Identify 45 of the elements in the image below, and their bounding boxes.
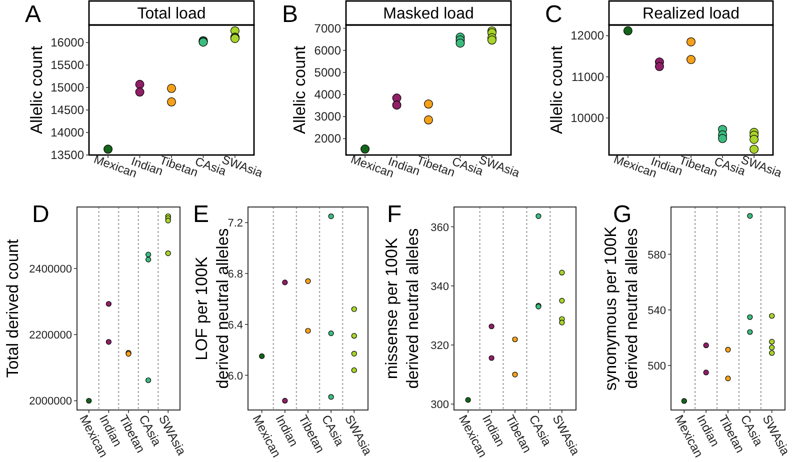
y-tick-label: 580 [648, 249, 666, 262]
chart-title: Masked load [383, 6, 474, 22]
y-tick-label: 15500 [50, 58, 84, 72]
y-tick-label: 7000 [314, 21, 342, 36]
y-tick-label: 12000 [570, 28, 604, 43]
y-tick-label: 6.4 [228, 319, 243, 332]
y-tick-label: 7.2 [228, 218, 243, 230]
y-tick-label: 13500 [50, 148, 84, 162]
y-axis-title: Total derived count [4, 238, 22, 378]
y-tick-label: 15000 [50, 80, 84, 95]
text: C [545, 1, 562, 28]
y-tick-label: 6.0 [228, 370, 243, 382]
y-tick-label: 500 [648, 360, 666, 373]
y-tick-label: 3000 [314, 110, 342, 124]
y-tick-label: 2000000 [29, 396, 72, 408]
y-tick-label: 2000 [314, 132, 342, 146]
y-tick-label: 340 [430, 280, 449, 293]
y-axis-title: synonymous per 100K derived neutral alleles [602, 226, 641, 391]
text: B [282, 1, 298, 28]
y-tick-label: 6000 [314, 43, 342, 58]
y-tick-label: 10000 [570, 110, 604, 125]
y-tick-label: 14000 [50, 126, 84, 140]
y-axis-title: Allelic count [291, 46, 309, 134]
text: E [193, 201, 210, 228]
y-axis-title: Allelic count [28, 46, 46, 134]
y-tick-label: 14500 [50, 103, 84, 118]
y-tick-label: 11000 [572, 70, 604, 84]
y-axis-title: Allelic count [548, 46, 566, 134]
y-tick-label: 2400000 [29, 263, 72, 276]
text: A [25, 1, 42, 28]
y-tick-label: 360 [430, 222, 449, 234]
text: D [32, 201, 50, 228]
y-tick-label: 320 [430, 340, 449, 352]
y-tick-label: 16000 [50, 36, 84, 50]
chart-title: Realized load [642, 6, 740, 22]
y-tick-label: 4000 [314, 88, 342, 102]
y-tick-label: 540 [648, 304, 666, 317]
text: F [387, 201, 402, 228]
y-tick-label: 6.8 [228, 268, 243, 281]
y-axis-title: missense per 100K derived neutral alleles [383, 228, 422, 389]
y-tick-label: 300 [430, 399, 449, 412]
chart-title: Total load [137, 6, 206, 22]
text: G [613, 201, 632, 228]
y-tick-label: 2200000 [29, 330, 72, 342]
y-tick-label: 5000 [314, 65, 342, 80]
